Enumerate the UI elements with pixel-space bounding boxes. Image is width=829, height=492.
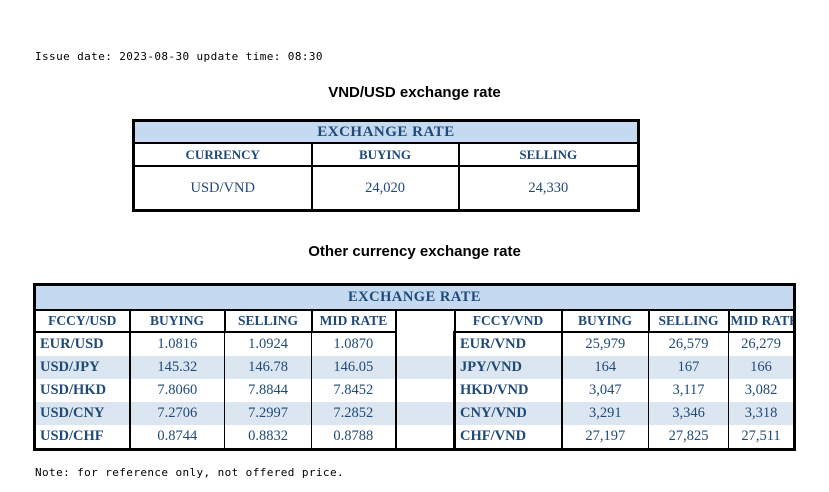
midrate-cell: 7.8452 bbox=[311, 379, 396, 402]
selling-rate-cell: 24,330 bbox=[457, 165, 640, 212]
midrate-cell: 146.05 bbox=[311, 356, 396, 379]
column-header-buying: BUYING bbox=[310, 142, 460, 167]
gap-cell bbox=[394, 402, 456, 425]
usd-table-band-row: EXCHANGE RATE bbox=[132, 119, 640, 144]
rate-row-hkd: USD/HKD 7.8060 7.8844 7.8452 HKD/VND 3,0… bbox=[34, 379, 796, 402]
selling-cell: 146.78 bbox=[224, 356, 312, 379]
column-header-currency: CURRENCY bbox=[132, 142, 313, 167]
pair-cell: CHF/VND bbox=[454, 425, 563, 450]
column-header-selling-right: SELLING bbox=[647, 309, 730, 333]
column-header-buying-left: BUYING bbox=[128, 309, 226, 333]
gap-cell bbox=[394, 379, 456, 402]
column-header-selling-left: SELLING bbox=[223, 309, 313, 333]
buying-cell: 7.2706 bbox=[129, 402, 225, 425]
gap-cell bbox=[394, 356, 456, 379]
buying-cell: 3,291 bbox=[561, 402, 649, 425]
pair-cell: USD/CNY bbox=[34, 402, 131, 425]
rate-row-chf: USD/CHF 0.8744 0.8832 0.8788 CHF/VND 27,… bbox=[34, 425, 796, 450]
other-table-title: Other currency exchange rate bbox=[308, 243, 521, 260]
column-header-midrate-right: MID RATE bbox=[727, 309, 796, 333]
issue-date-line: Issue date: 2023-08-30 update time: 08:3… bbox=[35, 50, 323, 63]
buying-cell: 164 bbox=[561, 356, 649, 379]
pair-cell: USD/CHF bbox=[34, 425, 131, 450]
other-table-band-row: EXCHANGE RATE bbox=[33, 284, 796, 310]
gap-cell bbox=[394, 425, 456, 450]
midrate-cell: 0.8788 bbox=[311, 425, 396, 450]
rate-row-jpy: USD/JPY 145.32 146.78 146.05 JPY/VND 164… bbox=[34, 356, 796, 379]
selling-cell: 7.8844 bbox=[224, 379, 312, 402]
other-currency-rate-table: EXCHANGE RATE FCCY/USD BUYING SELLING MI… bbox=[33, 283, 797, 451]
midrate-cell: 1.0870 bbox=[311, 332, 396, 356]
rate-row-eur: EUR/USD 1.0816 1.0924 1.0870 EUR/VND 25,… bbox=[34, 332, 796, 356]
currency-pair-cell: USD/VND bbox=[132, 165, 313, 212]
buying-cell: 25,979 bbox=[561, 332, 649, 356]
buying-rate-cell: 24,020 bbox=[310, 165, 460, 212]
other-table-header-row: FCCY/USD BUYING SELLING MID RATE FCCY/VN… bbox=[33, 309, 796, 333]
selling-cell: 26,579 bbox=[648, 332, 729, 356]
selling-cell: 3,117 bbox=[648, 379, 729, 402]
column-header-midrate-left: MID RATE bbox=[310, 309, 397, 333]
selling-cell: 0.8832 bbox=[224, 425, 312, 450]
selling-cell: 167 bbox=[648, 356, 729, 379]
usd-table-title: VND/USD exchange rate bbox=[328, 84, 501, 101]
usd-table-band-label: EXCHANGE RATE bbox=[132, 119, 640, 144]
midrate-cell: 7.2852 bbox=[311, 402, 396, 425]
midrate-cell: 3,082 bbox=[727, 379, 796, 402]
usd-table-header-row: CURRENCY BUYING SELLING bbox=[132, 142, 640, 167]
buying-cell: 1.0816 bbox=[129, 332, 225, 356]
pair-cell: HKD/VND bbox=[454, 379, 563, 402]
column-header-fccy-vnd: FCCY/VND bbox=[453, 309, 563, 333]
column-header-fccy-usd: FCCY/USD bbox=[33, 309, 131, 333]
midrate-cell: 3,318 bbox=[727, 402, 796, 425]
pair-cell: USD/HKD bbox=[34, 379, 131, 402]
gap-header-cell bbox=[394, 309, 456, 332]
other-table-band-label: EXCHANGE RATE bbox=[33, 284, 796, 310]
buying-cell: 145.32 bbox=[129, 356, 225, 379]
note-line: Note: for reference only, not offered pr… bbox=[35, 466, 344, 479]
buying-cell: 3,047 bbox=[561, 379, 649, 402]
midrate-cell: 26,279 bbox=[727, 332, 796, 356]
midrate-cell: 27,511 bbox=[727, 425, 796, 450]
pair-cell: JPY/VND bbox=[454, 356, 563, 379]
rate-row-cny: USD/CNY 7.2706 7.2997 7.2852 CNY/VND 3,2… bbox=[34, 402, 796, 425]
column-header-buying-right: BUYING bbox=[560, 309, 650, 333]
usd-rate-table: EXCHANGE RATE CURRENCY BUYING SELLING US… bbox=[132, 119, 640, 212]
selling-cell: 7.2997 bbox=[224, 402, 312, 425]
selling-cell: 3,346 bbox=[648, 402, 729, 425]
buying-cell: 27,197 bbox=[561, 425, 649, 450]
column-header-selling: SELLING bbox=[457, 142, 640, 167]
midrate-cell: 166 bbox=[727, 356, 796, 379]
pair-cell: CNY/VND bbox=[454, 402, 563, 425]
pair-cell: EUR/USD bbox=[34, 332, 131, 356]
gap-cell bbox=[394, 332, 456, 356]
buying-cell: 7.8060 bbox=[129, 379, 225, 402]
usd-table-data-row: USD/VND 24,020 24,330 bbox=[132, 165, 640, 212]
selling-cell: 1.0924 bbox=[224, 332, 312, 356]
pair-cell: EUR/VND bbox=[454, 332, 563, 356]
buying-cell: 0.8744 bbox=[129, 425, 225, 450]
pair-cell: USD/JPY bbox=[34, 356, 131, 379]
selling-cell: 27,825 bbox=[648, 425, 729, 450]
